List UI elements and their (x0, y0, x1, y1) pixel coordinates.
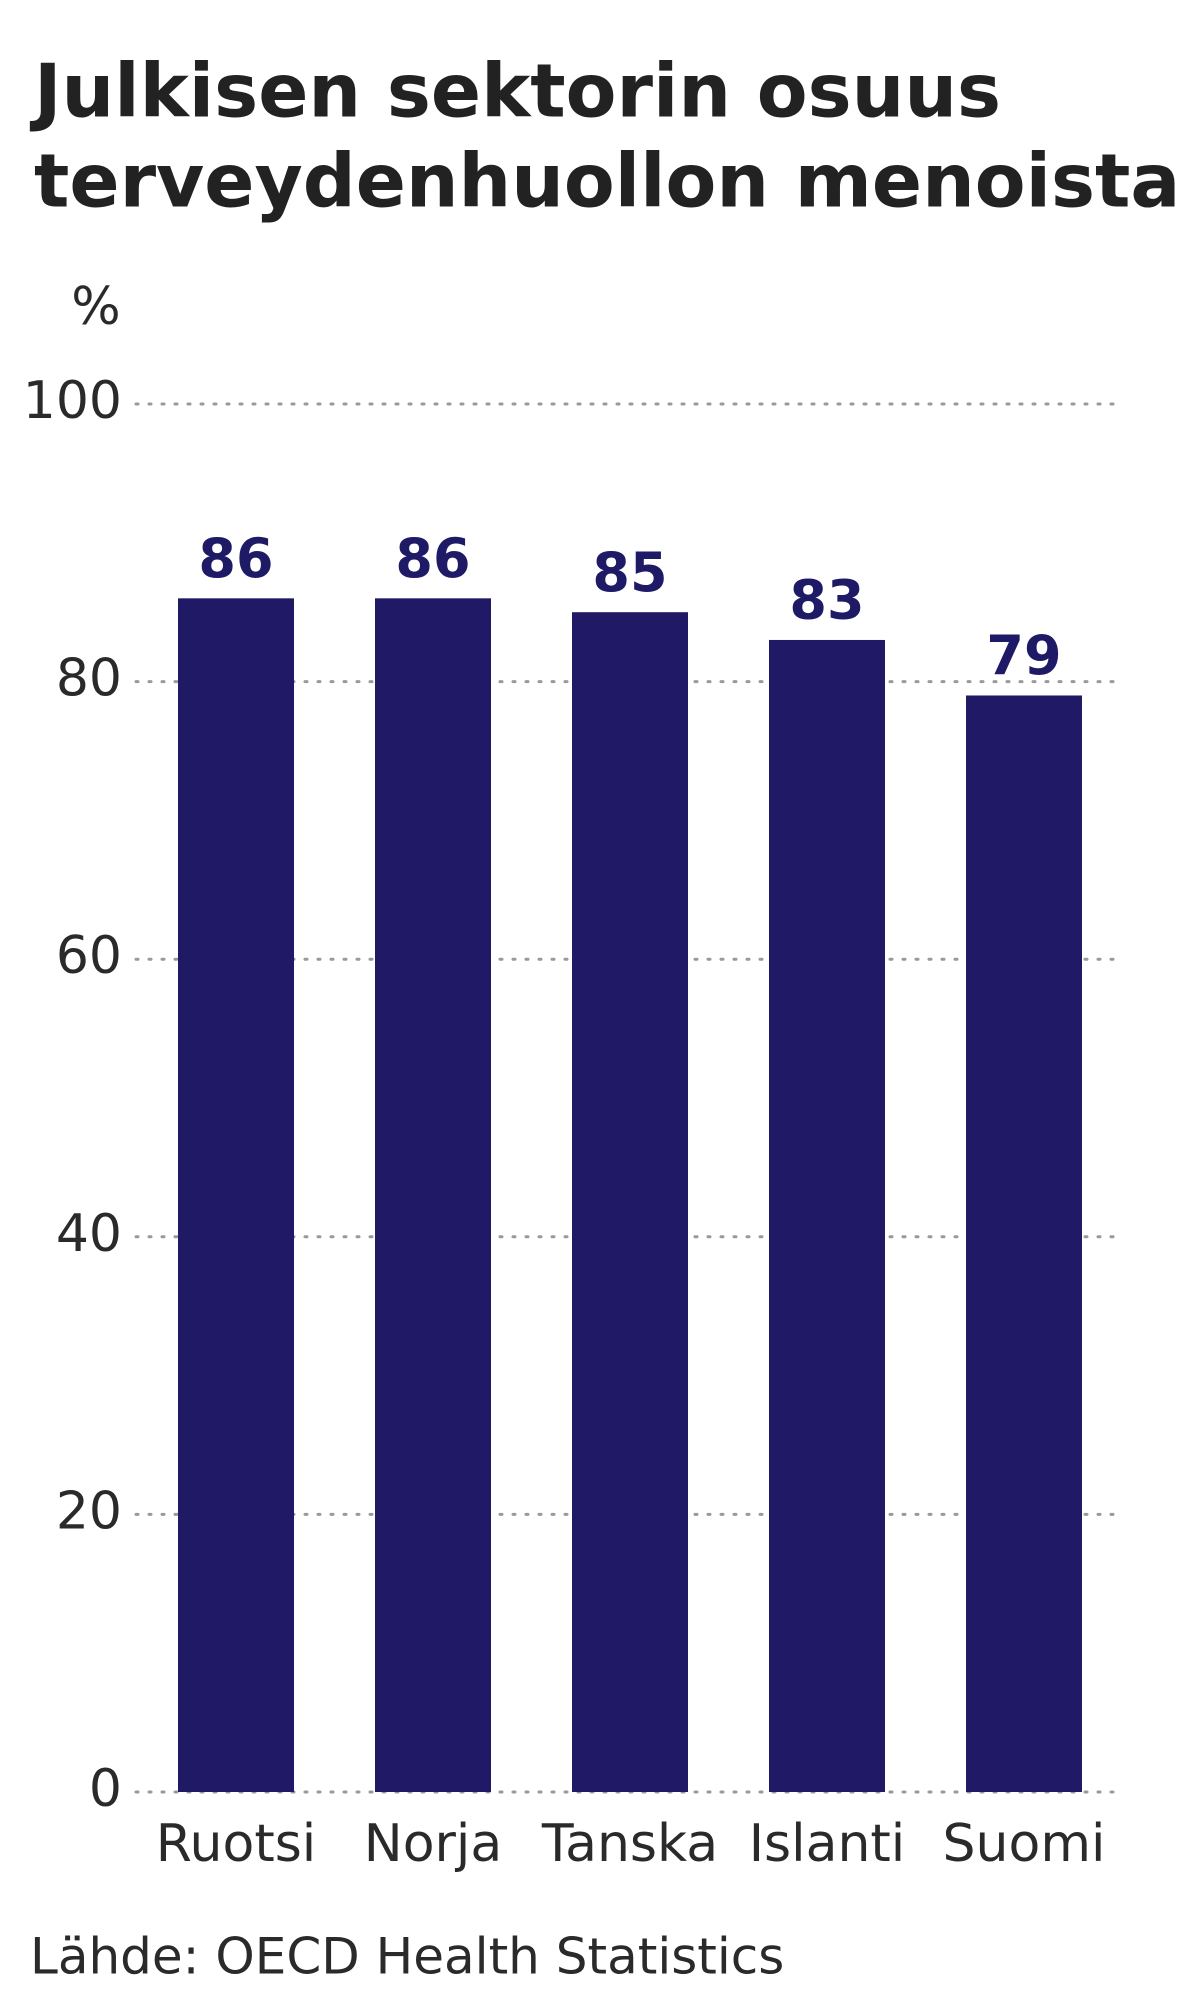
x-tick-label: Suomi (943, 1814, 1106, 1874)
chart-title: terveydenhuollon menoista (34, 139, 1180, 225)
bar (966, 695, 1082, 1792)
source: Lähde: OECD Health Statistics (30, 1928, 784, 1986)
bar (572, 612, 688, 1793)
y-axis-label: % (71, 277, 120, 337)
x-tick-label: Tanska (541, 1814, 718, 1874)
chart-title: Julkisen sektorin osuus (29, 49, 1001, 135)
x-tick-label: Norja (364, 1814, 502, 1874)
y-tick-label: 0 (89, 1759, 122, 1819)
value-label: 83 (789, 569, 864, 632)
bar (769, 639, 885, 1793)
y-tick-label: 80 (56, 649, 122, 709)
value-label: 86 (395, 527, 470, 590)
value-label: 79 (986, 624, 1061, 687)
x-tick-label: Ruotsi (156, 1814, 317, 1874)
value-label: 86 (198, 527, 273, 590)
value-label: 85 (592, 541, 667, 604)
bar (375, 598, 491, 1792)
bar (178, 598, 294, 1792)
y-tick-label: 100 (23, 371, 122, 431)
x-tick-label: Islanti (749, 1814, 906, 1874)
y-tick-label: 20 (56, 1481, 122, 1541)
y-tick-label: 40 (56, 1204, 122, 1264)
y-tick-label: 60 (56, 926, 122, 986)
